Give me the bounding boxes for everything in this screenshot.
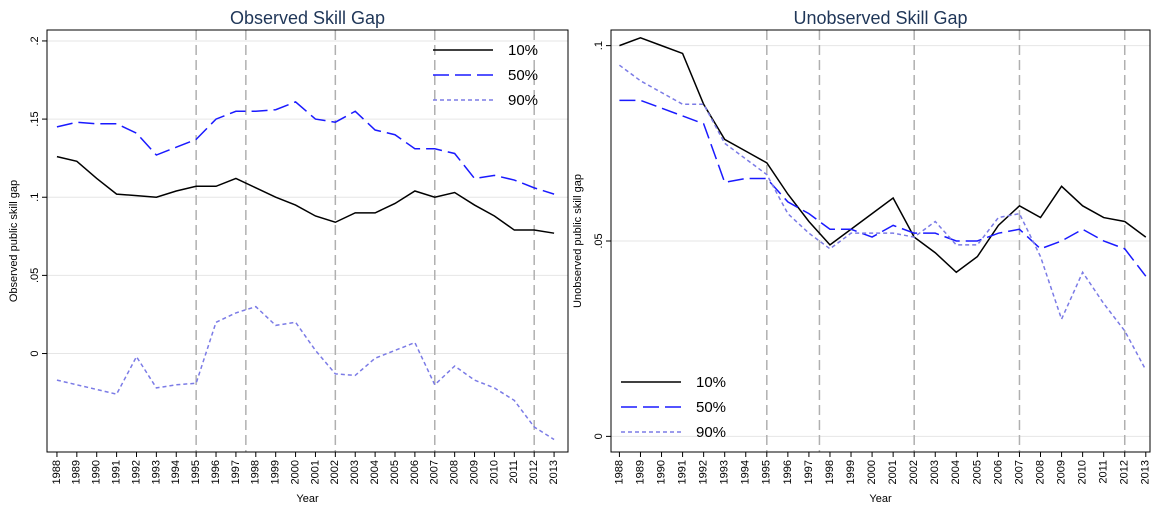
x-tick-label: 1995 <box>190 460 202 484</box>
x-tick-label: 1992 <box>130 460 142 484</box>
series-line <box>56 155 555 234</box>
x-tick-label: 2005 <box>971 460 983 484</box>
x-tick-label: 2001 <box>309 460 321 484</box>
series-line <box>56 101 555 195</box>
y-tick-label: 0 <box>29 350 41 356</box>
y-tick-label: .1 <box>29 193 41 202</box>
x-tick-label: 2005 <box>389 460 401 484</box>
x-tick-label: 2000 <box>866 460 878 484</box>
x-tick-label: 2007 <box>429 460 441 484</box>
x-tick-label: 2003 <box>929 460 941 484</box>
x-tick-label: 2007 <box>1013 460 1025 484</box>
x-tick-label: 2008 <box>1034 460 1046 484</box>
x-tick-label: 2012 <box>1119 460 1131 484</box>
x-tick-label: 1991 <box>676 460 688 484</box>
chart-title: Observed Skill Gap <box>230 8 385 28</box>
x-tick-label: 2009 <box>468 460 480 484</box>
x-tick-label: 1998 <box>250 460 262 484</box>
y-tick-label: .2 <box>29 36 41 45</box>
x-tick-label: 2003 <box>349 460 361 484</box>
x-tick-label: 2000 <box>289 460 301 484</box>
x-tick-label: 1993 <box>150 460 162 484</box>
series-line <box>619 37 1147 274</box>
y-tick-label: 0 <box>593 433 605 439</box>
plot-frame <box>610 29 1151 453</box>
x-tick-label: 1998 <box>824 460 836 484</box>
x-tick-label: 1994 <box>170 460 182 484</box>
x-axis-label: Year <box>296 493 319 505</box>
x-tick-label: 2013 <box>1140 460 1151 484</box>
legend-label: 50% <box>696 399 726 416</box>
x-tick-label: 2012 <box>528 460 540 484</box>
x-tick-label: 1991 <box>111 460 123 484</box>
x-tick-label: 1996 <box>782 460 794 484</box>
x-axis-label: Year <box>869 493 892 505</box>
y-tick-label: .05 <box>29 268 41 283</box>
y-tick-label: .1 <box>593 41 605 50</box>
legend-label: 10% <box>508 42 538 59</box>
x-tick-label: 1999 <box>270 460 282 484</box>
x-tick-label: 2004 <box>950 460 962 484</box>
x-tick-label: 2006 <box>409 460 421 484</box>
y-tick-label: .05 <box>593 233 605 248</box>
x-tick-label: 2011 <box>1098 460 1110 484</box>
x-tick-label: 1988 <box>51 460 63 484</box>
y-axis-label: Observed public skill gap <box>8 180 20 302</box>
x-tick-label: 1996 <box>210 460 222 484</box>
x-tick-label: 1997 <box>230 460 242 484</box>
x-tick-label: 2004 <box>369 460 381 484</box>
x-tick-label: 2002 <box>908 460 920 484</box>
x-tick-label: 1988 <box>613 460 625 484</box>
x-tick-label: 1999 <box>845 460 857 484</box>
legend-label: 10% <box>696 374 726 391</box>
x-tick-label: 2008 <box>449 460 461 484</box>
chart-title: Unobserved Skill Gap <box>793 8 967 28</box>
x-tick-label: 2002 <box>329 460 341 484</box>
x-tick-label: 1990 <box>91 460 103 484</box>
plot-frame <box>46 29 569 453</box>
y-tick-label: .15 <box>29 111 41 126</box>
legend-label: 90% <box>696 424 726 441</box>
x-tick-label: 2013 <box>548 460 560 484</box>
y-axis-label: Unobserved public skill gap <box>572 174 584 308</box>
x-tick-label: 1994 <box>740 460 752 484</box>
series-line <box>619 99 1147 277</box>
x-tick-label: 2006 <box>992 460 1004 484</box>
x-tick-label: 2009 <box>1055 460 1067 484</box>
x-tick-label: 1997 <box>803 460 815 484</box>
x-tick-label: 1989 <box>71 460 83 484</box>
series-line <box>618 64 1147 371</box>
x-tick-label: 1993 <box>719 460 731 484</box>
x-tick-label: 2010 <box>1077 460 1089 484</box>
series-line <box>56 305 555 441</box>
x-tick-label: 2011 <box>508 460 520 484</box>
x-tick-label: 1995 <box>761 460 773 484</box>
legend-label: 90% <box>508 92 538 109</box>
x-tick-label: 1989 <box>634 460 646 484</box>
x-tick-label: 2010 <box>488 460 500 484</box>
x-tick-label: 1992 <box>698 460 710 484</box>
legend-label: 50% <box>508 67 538 84</box>
x-tick-label: 1990 <box>655 460 667 484</box>
x-tick-label: 2001 <box>887 460 899 484</box>
